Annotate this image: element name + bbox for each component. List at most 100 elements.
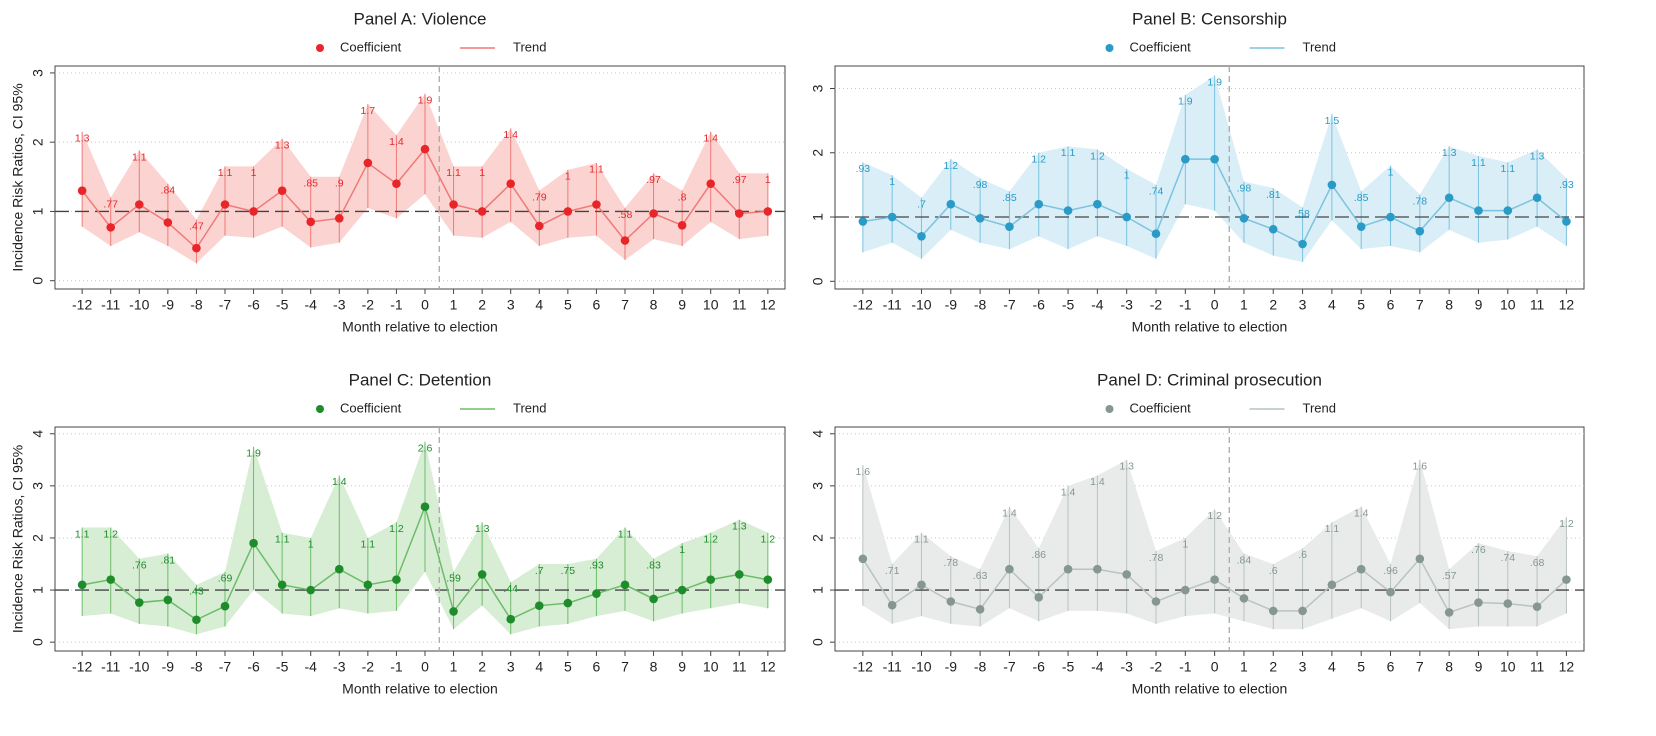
x-tick-label: -2 [1150,659,1163,675]
y-axis-label: Incidence Risk Ratios, CI 95% [10,445,26,633]
coefficient-point [220,200,230,209]
value-label: .93 [1559,179,1574,191]
x-tick-label: 11 [1530,659,1545,675]
coefficient-point [917,232,926,241]
value-label: .8 [678,191,687,203]
value-label: .78 [1413,195,1428,207]
value-label: 1 [1388,166,1394,178]
value-label: .76 [132,560,147,572]
x-tick-label: 2 [1269,659,1277,675]
value-label: 1.5 [1325,115,1340,127]
x-tick-label: 4 [1328,297,1336,313]
coefficient-point [392,575,401,584]
x-tick-label: 12 [1559,297,1575,313]
x-tick-label: -11 [101,297,120,313]
value-label: .97 [646,174,661,186]
x-tick-label: -1 [390,659,403,675]
coefficient-point [192,615,201,625]
x-tick-label: -8 [190,297,203,313]
coefficient-point [1268,606,1278,616]
coefficient-point [917,580,926,590]
value-label: 1.6 [856,466,871,478]
coefficient-point [306,585,316,595]
x-tick-label: -6 [247,297,260,313]
coefficient-point [363,158,373,168]
y-tick-label: 0 [810,638,826,646]
panel-title: Panel B: Censorship [1132,9,1287,28]
coefficient-point [534,221,544,231]
value-label: .7 [535,565,544,577]
coefficient-point [449,200,458,209]
coefficient-point [1474,598,1483,607]
coefficient-point [1063,564,1073,574]
x-tick-label: 6 [593,297,601,313]
x-tick-label: 5 [564,297,572,313]
value-label: .63 [973,570,988,582]
coefficient-point [534,601,544,610]
value-label: .96 [1383,565,1398,577]
value-label: .85 [1002,192,1017,204]
x-tick-label: 9 [1475,659,1483,675]
value-label: 1 [679,544,685,556]
x-tick-label: -3 [1120,659,1133,675]
coefficient-point [975,214,985,223]
x-tick-label: 4 [535,659,543,675]
x-tick-label: -4 [1091,659,1104,675]
x-tick-label: 8 [650,659,658,675]
value-label: 1.1 [914,534,929,546]
coefficient-point [1093,199,1102,209]
x-tick-label: 8 [1445,659,1453,675]
value-label: 1.2 [1090,150,1105,162]
value-label: .85 [303,178,318,190]
value-label: .43 [189,586,204,598]
value-label: 1.3 [1530,150,1545,162]
value-label: .81 [161,554,176,566]
value-label: .69 [218,573,233,585]
legend-label: Trend [513,400,546,415]
value-label: 1.2 [389,523,404,535]
value-label: .84 [1237,554,1252,566]
value-label: 1.2 [1207,510,1222,522]
x-tick-label: 0 [421,297,429,313]
coefficient-point [734,570,744,579]
coefficient-point [1356,564,1366,574]
value-label: 1.1 [1471,157,1486,169]
x-tick-label: -9 [945,297,958,313]
panel-title: Panel A: Violence [354,9,487,28]
coefficient-point [1532,193,1542,203]
x-tick-label: 3 [507,297,515,313]
x-tick-label: 3 [1299,297,1307,313]
coefficient-point [1268,224,1278,234]
value-label: .98 [973,179,988,191]
x-tick-label: -6 [247,659,260,675]
value-label: 1.1 [1500,163,1515,175]
value-label: 1.9 [418,94,433,106]
coefficient-point [249,207,258,216]
value-label: 1.1 [446,167,461,179]
coefficient-point [1005,222,1014,231]
coefficient-point [277,186,287,195]
value-label: 1.4 [1061,487,1076,499]
x-tick-label: -6 [1033,659,1046,675]
coefficient-point [1298,606,1307,616]
y-tick-label: 1 [810,586,826,594]
coefficient-point [763,207,773,216]
coefficient-point [1444,608,1454,617]
coefficient-point [858,554,868,564]
value-label: .57 [1442,570,1457,582]
coefficient-point [77,186,87,195]
x-tick-label: 1 [450,659,458,675]
value-label: .6 [1269,565,1278,577]
y-tick-label: 1 [810,213,826,221]
value-label: .84 [161,185,176,197]
coefficient-point [1356,222,1366,231]
x-tick-label: -1 [1179,297,1192,313]
x-tick-label: -10 [129,659,149,675]
coefficient-point [1327,580,1337,590]
value-label: .47 [189,221,204,233]
y-tick-label: 2 [30,534,46,542]
x-axis-label: Month relative to election [342,681,498,697]
value-label: .93 [856,163,871,175]
coefficient-point [449,607,458,616]
value-label: 1 [1182,539,1188,551]
